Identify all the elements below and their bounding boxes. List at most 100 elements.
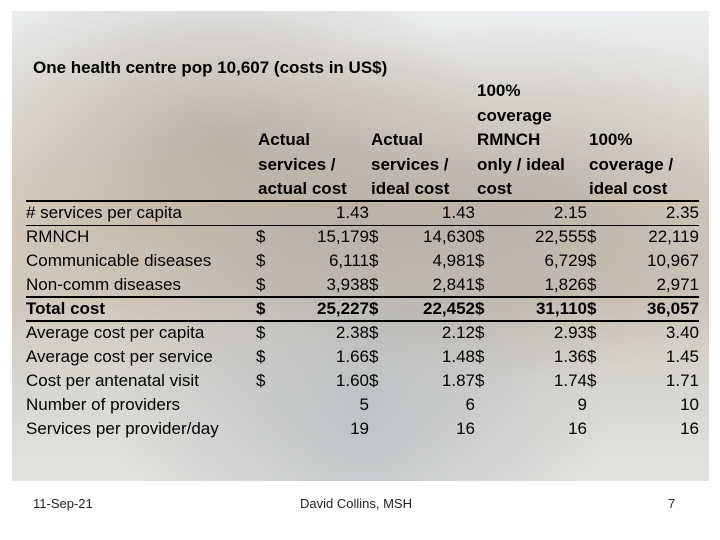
header-rule xyxy=(26,200,699,202)
cell-value: 1.66 xyxy=(335,347,369,366)
currency-symbol: $ xyxy=(587,275,597,294)
row-label: Communicable diseases xyxy=(26,251,212,270)
header-line xyxy=(589,104,673,129)
currency-symbol: $ xyxy=(475,251,485,270)
header-line: cost xyxy=(477,179,512,198)
currency-symbol xyxy=(587,417,609,441)
cell-value: 15,179 xyxy=(317,227,369,246)
cell-value: 31,110 xyxy=(535,299,587,318)
footer-date: 11-Sep-21 xyxy=(33,496,93,511)
currency-symbol: $ xyxy=(256,347,266,366)
header-line: Actual xyxy=(258,130,310,149)
cell-value: 2.15 xyxy=(553,203,587,222)
cell-value: 4,981 xyxy=(432,251,475,270)
header-line: only / ideal xyxy=(477,154,565,174)
table-row: Average cost per service $1.66 $1.48 $1.36 $… xyxy=(26,345,699,369)
cell-value: 25,227 xyxy=(317,299,369,318)
currency-symbol: $ xyxy=(256,275,266,294)
header-line: Actual xyxy=(371,130,423,149)
table-row: Non-comm diseases $3,938 $2,841 $1,826 $2,97… xyxy=(26,273,699,297)
currency-symbol: $ xyxy=(475,299,485,318)
cell-value: 1.87 xyxy=(441,371,475,390)
currency-symbol xyxy=(587,393,609,417)
currency-symbol: $ xyxy=(369,227,379,246)
currency-symbol xyxy=(369,201,391,225)
cell-value: 16 xyxy=(456,419,475,438)
currency-symbol: $ xyxy=(475,347,485,366)
currency-symbol: $ xyxy=(587,371,597,390)
currency-symbol: $ xyxy=(587,227,597,246)
total-rule-top xyxy=(26,296,699,298)
cell-value: 9 xyxy=(577,395,587,414)
row-label: # services per capita xyxy=(26,203,182,222)
header-line: 100% xyxy=(477,81,521,100)
header-line: ideal cost xyxy=(589,179,668,198)
column-header-rmnch-ideal: 100% coverage RMNCH only / ideal cost xyxy=(477,79,565,202)
cell-value: 2,841 xyxy=(432,275,475,294)
cell-value: 22,452 xyxy=(423,299,475,318)
cell-value: 3.40 xyxy=(665,323,699,342)
currency-symbol: $ xyxy=(587,323,597,342)
currency-symbol: $ xyxy=(369,347,379,366)
currency-symbol xyxy=(475,393,497,417)
row-label: Number of providers xyxy=(26,395,181,414)
currency-symbol xyxy=(369,417,391,441)
cell-value: 1.45 xyxy=(665,347,699,366)
table-row: Total cost $25,227 $22,452 $31,110 $36,057 xyxy=(26,297,699,321)
slide-title: One health centre pop 10,607 (costs in U… xyxy=(33,58,388,77)
header-line: actual cost xyxy=(258,179,347,198)
cell-value: 5 xyxy=(359,395,369,414)
currency-symbol: $ xyxy=(369,299,379,318)
currency-symbol: $ xyxy=(369,323,379,342)
cell-value: 10,967 xyxy=(647,251,699,270)
cell-value: 36,057 xyxy=(647,299,699,318)
header-line xyxy=(258,104,347,129)
cell-value: 2.93 xyxy=(553,323,587,342)
header-line: 100% xyxy=(589,130,633,149)
table-row: Communicable diseases $6,111 $4,981 $6,729 $… xyxy=(26,249,699,273)
currency-symbol: $ xyxy=(256,299,266,318)
cell-value: 2,971 xyxy=(656,275,699,294)
currency-symbol: $ xyxy=(587,299,597,318)
currency-symbol: $ xyxy=(475,323,485,342)
row-label: Total cost xyxy=(26,299,106,318)
table-row: Cost per antenatal visit $1.60 $1.87 $1.74 $… xyxy=(26,369,699,393)
currency-symbol: $ xyxy=(475,371,485,390)
currency-symbol xyxy=(587,201,609,225)
total-rule-bottom xyxy=(26,320,699,322)
cell-value: 22,555 xyxy=(535,227,587,246)
column-header-full-coverage: 100% coverage / ideal cost xyxy=(589,79,673,202)
cell-value: 1.43 xyxy=(335,203,369,222)
cell-value: 1.43 xyxy=(441,203,475,222)
currency-symbol: $ xyxy=(256,371,266,390)
cell-value: 1.71 xyxy=(665,371,699,390)
currency-symbol xyxy=(475,201,497,225)
cell-value: 6,729 xyxy=(544,251,587,270)
currency-symbol: $ xyxy=(369,275,379,294)
footer-author: David Collins, MSH xyxy=(300,496,412,511)
currency-symbol xyxy=(256,393,278,417)
column-header-actual-ideal: Actual services / ideal cost xyxy=(371,79,449,202)
cell-value: 1,826 xyxy=(544,275,587,294)
header-line: coverage / xyxy=(589,154,674,174)
currency-symbol xyxy=(256,417,278,441)
cell-value: 6,111 xyxy=(328,251,369,270)
header-line xyxy=(258,79,347,104)
row-label: Average cost per service xyxy=(26,347,213,366)
cell-value: 19 xyxy=(350,419,369,438)
header-line: services / xyxy=(258,154,336,174)
row-divider xyxy=(26,225,699,226)
currency-symbol: $ xyxy=(256,323,266,342)
cell-value: 1.36 xyxy=(553,347,587,366)
table-row: Number of providers 5 6 9 10 xyxy=(26,393,699,417)
footer-page-number: 7 xyxy=(668,496,676,511)
cell-value: 10 xyxy=(680,395,699,414)
currency-symbol: $ xyxy=(369,371,379,390)
slide-background-photo xyxy=(12,11,709,481)
cell-value: 16 xyxy=(680,419,699,438)
currency-symbol: $ xyxy=(475,227,485,246)
table-row: Average cost per capita $2.38 $2.12 $2.93 $3… xyxy=(26,321,699,345)
currency-symbol: $ xyxy=(475,275,485,294)
cell-value: 14,630 xyxy=(423,227,475,246)
cell-value: 2.35 xyxy=(665,203,699,222)
